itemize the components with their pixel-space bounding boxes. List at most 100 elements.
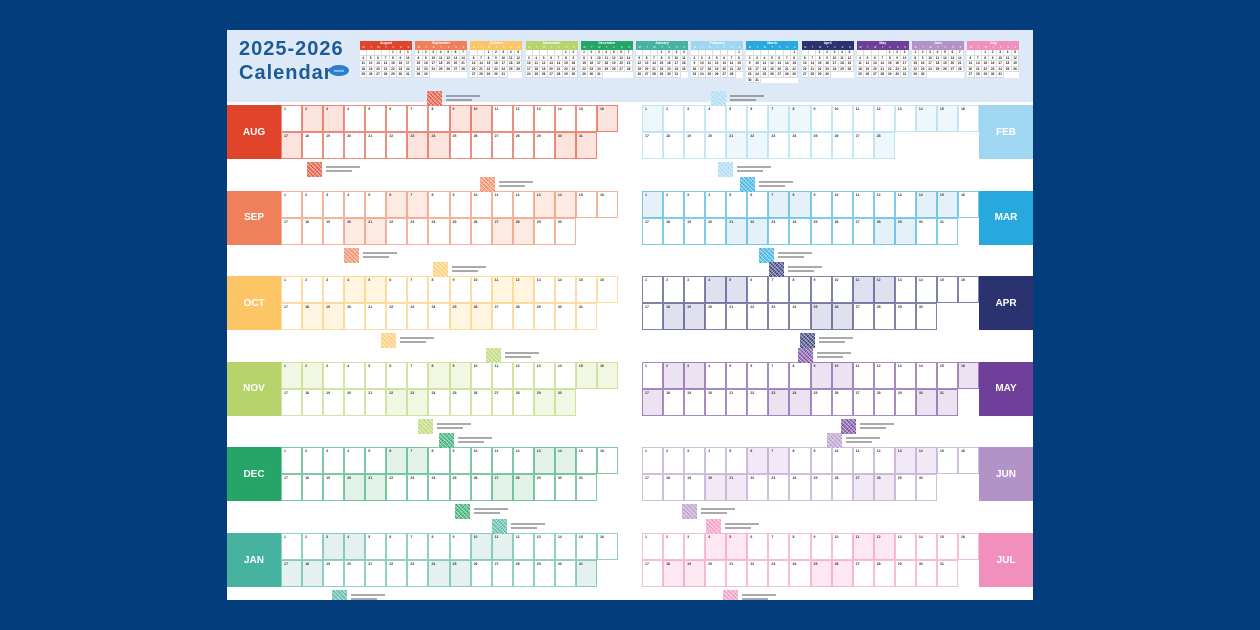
empty-cell [597,560,618,587]
mini-day: 17 [404,61,412,67]
weekday-label: W [984,46,987,49]
day-cell: 30 [554,388,576,416]
day-cell: 13 [533,533,555,560]
day-cell: 23 [407,474,429,502]
mini-day: 8 [816,55,824,61]
day-cell: 21 [726,217,748,245]
day-cell: 28 [512,560,534,587]
mini-day: 13 [547,61,556,67]
day-cell: 12 [512,105,534,132]
day-cell: 10 [470,533,492,560]
day-cell: 26 [831,474,853,502]
mini-day: 3 [698,55,707,61]
weekday-label: S [849,46,851,49]
day-cell: 17 [281,474,303,502]
day-cell: 12 [512,533,534,560]
mini-calendar-nov: November M T W T F S S 1 2 3 4 5 6 7 8 9 10 11 12 13 14 15 16 17… [525,41,578,78]
mini-day: 30 [570,72,578,78]
mini-day: 17 [595,61,604,67]
mini-calendar-month-name: September [415,41,468,46]
mini-day: 2 [665,50,674,56]
weekday-label: S [676,46,678,49]
mini-day: 14 [650,61,659,67]
qr-code-icon [439,433,454,449]
day-cell: 22 [386,388,408,416]
mini-day: 20 [776,66,784,72]
mini-day: 8 [485,55,493,61]
day-cell: 13 [894,361,916,389]
mini-day: 24 [500,66,508,72]
empty-day [533,50,541,56]
day-cell: 18 [302,388,324,416]
mini-day: 16 [691,66,699,72]
day-cell: 4 [344,105,366,132]
event-note [742,594,776,600]
day-cell: 9 [449,190,471,218]
mini-day: 1 [415,50,423,56]
mini-day: 7 [650,55,659,61]
mini-day: 26 [540,72,548,78]
mini-day: 20 [643,66,651,72]
mini-day: 15 [735,61,744,67]
event-note [730,95,764,101]
day-cell: 26 [831,303,853,331]
mini-day: 20 [967,66,975,72]
day-cell: 18 [302,132,324,159]
day-cell: 6 [747,447,769,475]
day-cell: 3 [323,276,345,304]
day-cell: 19 [323,132,345,159]
day-cell: 11 [852,276,874,304]
day-cell: 16 [596,533,618,560]
mini-day: 30 [422,72,431,78]
mini-day: 25 [680,66,688,72]
mini-day: 6 [967,55,975,61]
weekday-label: T [480,46,483,49]
mini-day: 11 [934,55,942,61]
day-cell: 24 [789,303,811,331]
day-cell: 3 [684,533,706,560]
mini-day: 13 [374,61,383,67]
mini-day: 6 [470,55,478,61]
mini-day: 19 [636,66,644,72]
empty-day [367,50,375,56]
empty-day [374,50,383,56]
day-cell: 19 [684,474,706,502]
weekday-label: T [716,46,718,49]
day-cell: 31 [575,132,597,159]
weekday-label: M [969,46,972,49]
mini-calendar-month-name: December [580,41,633,46]
day-cell: 23 [768,388,790,416]
mini-day: 2 [746,55,754,61]
month-label-oct: OCT [227,276,281,331]
day-cell: 17 [281,303,303,331]
day-cell: 7 [407,447,429,475]
day-cell: 20 [705,388,727,416]
mini-calendar-month-name: January [636,41,688,46]
mini-day: 2 [492,50,501,56]
mini-day: 3 [926,50,935,56]
day-cell: 25 [449,388,471,416]
day-cell: 9 [810,533,832,560]
day-cell: 10 [831,361,853,389]
weekday-label: T [606,46,608,49]
mini-day: 13 [949,55,957,61]
mini-day: 28 [625,66,633,72]
empty-cell [937,303,958,330]
weekday-label: M [804,46,807,49]
day-cell: 3 [323,105,345,132]
mini-day: 7 [555,55,563,61]
mini-day: 14 [728,61,736,67]
day-cell: 5 [726,447,748,475]
mini-day: 14 [382,61,390,67]
day-cell: 13 [533,361,555,389]
mini-day: 13 [643,61,651,67]
day-cell: 25 [449,560,471,587]
event-note [788,266,822,273]
mini-day: 9 [665,55,674,61]
day-cell: 9 [449,276,471,304]
day-cell: 30 [915,388,937,416]
weekday-label: S [628,46,630,49]
mini-calendar-month-name: April [801,41,854,46]
day-cell: 12 [512,276,534,304]
day-cell: 22 [747,132,769,159]
